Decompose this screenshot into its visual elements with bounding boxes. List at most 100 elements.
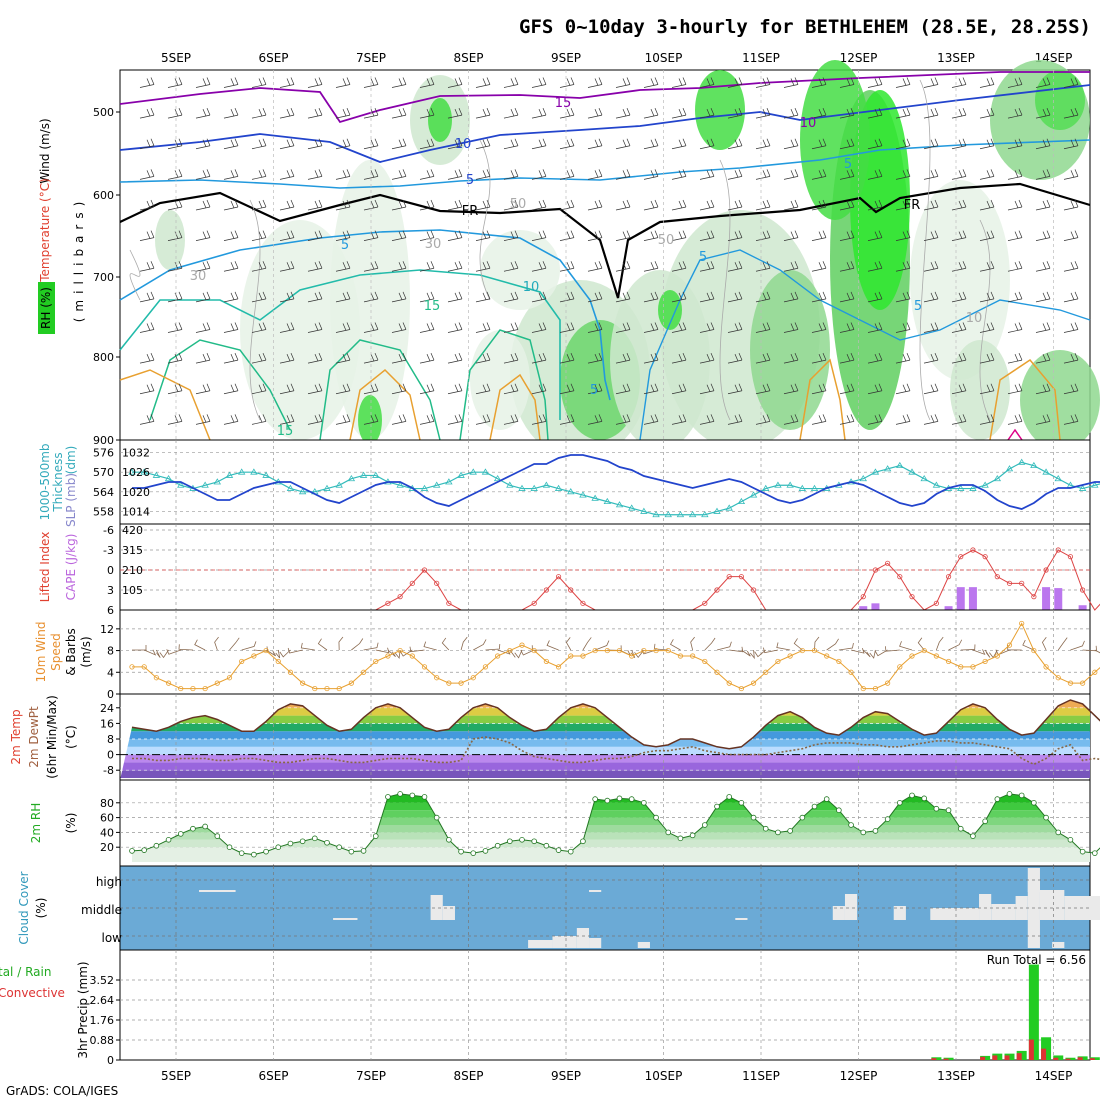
wind-point [665, 647, 671, 654]
rh-point [604, 797, 611, 804]
upper-barb-71 [223, 138, 239, 150]
upper-barb-116 [531, 169, 547, 180]
upper-barb-58 [811, 107, 827, 119]
upper-barb-202 [1035, 230, 1051, 241]
wind-point [519, 642, 525, 648]
rh-point [653, 814, 659, 821]
tick-label-0: 0 [107, 688, 114, 701]
thickness-point [1054, 474, 1062, 482]
wind-point [324, 685, 330, 692]
upper-barb-203 [1063, 230, 1079, 241]
upper-barb-189 [671, 230, 687, 241]
upper-barb-80 [475, 138, 491, 150]
upper-barb-343 [223, 383, 239, 395]
upper-barb-347 [335, 383, 351, 395]
upper-barb-140 [251, 199, 267, 211]
li-point [409, 580, 415, 586]
rh-point [811, 803, 818, 810]
thickness-point [615, 501, 624, 508]
thickness-point [530, 484, 538, 491]
thickness-point [725, 504, 733, 511]
upper-barb-165 [951, 199, 967, 211]
wind-point [482, 664, 489, 670]
upper-barb-390 [587, 414, 603, 425]
thickness-point [713, 507, 721, 514]
upper-barb-49 [559, 107, 575, 119]
wind-speed-markers [129, 620, 1098, 692]
upper-barb-371 [1007, 383, 1023, 395]
wind-point [714, 669, 720, 675]
barb-10m [317, 638, 328, 651]
thickness-point [908, 468, 916, 475]
cape-bar [956, 587, 965, 610]
wind-point [592, 647, 598, 654]
thickness-point [177, 481, 185, 488]
upper-barb-187 [615, 230, 631, 241]
thickness-point [664, 510, 672, 518]
temp-band-0 [120, 770, 1090, 778]
upper-barb-37 [223, 107, 239, 119]
rh-point [836, 807, 842, 813]
li-point [994, 574, 1000, 580]
barb-10m [704, 637, 716, 651]
upper-barb-315 [391, 352, 407, 364]
ylabel-cloud-unit: (%) [34, 898, 48, 919]
ylabel-speed: Speed [49, 633, 63, 671]
upper-barb-392 [643, 414, 659, 425]
cloud-cell-middle [844, 894, 858, 920]
upper-barb-44 [419, 107, 435, 119]
upper-barb-314 [363, 352, 379, 364]
wind-point [799, 647, 805, 654]
rh-shading [155, 60, 1100, 460]
upper-barb-1 [167, 77, 183, 88]
rh-point [263, 848, 269, 855]
upper-barb-47 [503, 107, 519, 119]
rh-point [397, 791, 403, 797]
upper-barb-106 [251, 169, 267, 180]
tick-label-900: 900 [93, 434, 114, 447]
barb-10m [948, 639, 963, 651]
wind-point [543, 658, 549, 665]
upper-barb-82 [531, 138, 547, 150]
upper-barb-78 [419, 138, 435, 150]
rh-patch-6 [750, 270, 830, 430]
upper-barb-48 [531, 107, 547, 119]
upper-barb-385 [447, 414, 463, 425]
upper-barb-18 [643, 77, 659, 88]
precip-convective-bar [1016, 1053, 1022, 1060]
upper-barb-256 [643, 291, 659, 303]
thickness-point [323, 484, 331, 491]
ylabel-millibars: (millibars) [72, 196, 86, 323]
rh-patch-14 [1035, 70, 1085, 130]
barb-10m [754, 649, 767, 658]
barb-10m [641, 648, 657, 655]
wind-point [555, 664, 562, 670]
upper-barb-141 [279, 199, 295, 211]
contour-label-2: 5 [466, 173, 474, 188]
thickness-grid [120, 440, 1090, 524]
upper-barb-349 [391, 383, 407, 395]
rh-point [775, 829, 781, 836]
li-point [982, 554, 988, 560]
bottom-date-7SEP: 7SEP [356, 1069, 386, 1083]
upper-barb-66 [1035, 107, 1051, 119]
thickness-point [164, 474, 173, 482]
rh-point [762, 825, 769, 832]
barb-10m [485, 643, 501, 651]
li-point [897, 574, 903, 580]
rh-patch-10 [695, 70, 745, 150]
cape-li-panel: -6 -3 0 3 6 420 315 210 105 Lifted Index CAPE (J… [38, 523, 1100, 617]
contour-labels: 15 10 5 5 FR FR 5 5 10 15 5 15 10 5 30 50 50 10 30 [190, 96, 983, 439]
upper-barb-113 [447, 169, 463, 180]
upper-barb-108 [307, 169, 323, 180]
barb-10m [520, 649, 535, 656]
upper-barb-181 [447, 230, 463, 241]
bottom-date-8SEP: 8SEP [453, 1069, 483, 1083]
upper-barb-3 [223, 77, 239, 88]
upper-barb-398 [811, 414, 827, 425]
rh-point [823, 796, 830, 802]
upper-barb-241 [223, 291, 239, 303]
upper-barb-351 [447, 383, 463, 395]
upper-barb-355 [559, 383, 575, 395]
upper-barb-208 [251, 261, 267, 272]
